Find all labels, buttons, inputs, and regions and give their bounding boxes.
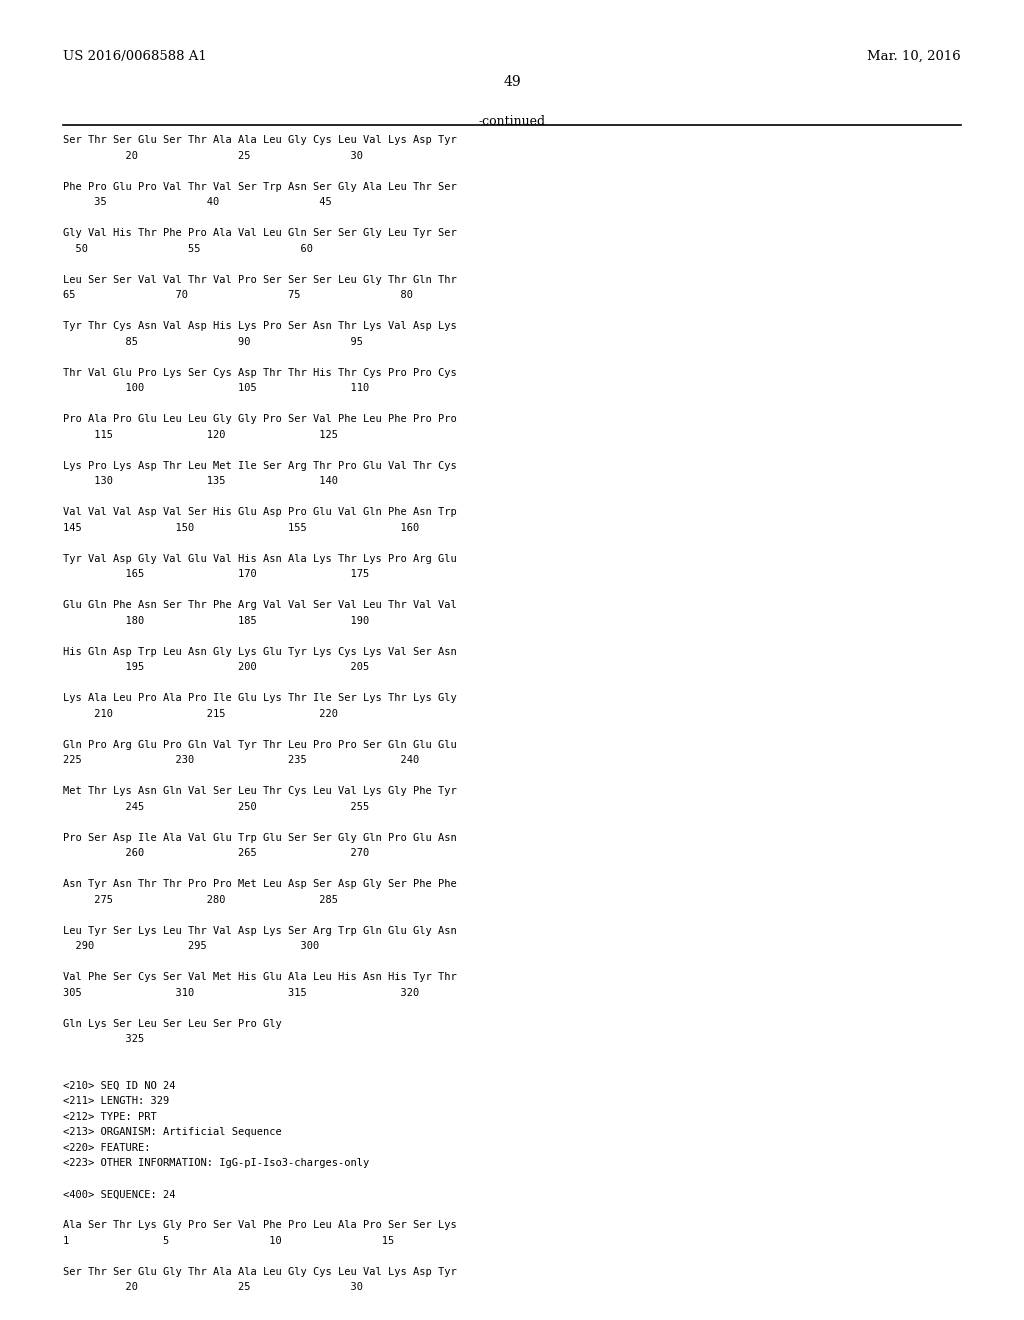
Text: -continued: -continued: [478, 115, 546, 128]
Text: Gln Pro Arg Glu Pro Gln Val Tyr Thr Leu Pro Pro Ser Gln Glu Glu: Gln Pro Arg Glu Pro Gln Val Tyr Thr Leu …: [63, 741, 458, 750]
Text: <223> OTHER INFORMATION: IgG-pI-Iso3-charges-only: <223> OTHER INFORMATION: IgG-pI-Iso3-cha…: [63, 1159, 370, 1168]
Text: 165               170               175: 165 170 175: [63, 569, 370, 579]
Text: 1               5                10                15: 1 5 10 15: [63, 1236, 394, 1246]
Text: 195               200               205: 195 200 205: [63, 663, 370, 672]
Text: Pro Ala Pro Glu Leu Leu Gly Gly Pro Ser Val Phe Leu Phe Pro Pro: Pro Ala Pro Glu Leu Leu Gly Gly Pro Ser …: [63, 414, 458, 425]
Text: Glu Gln Phe Asn Ser Thr Phe Arg Val Val Ser Val Leu Thr Val Val: Glu Gln Phe Asn Ser Thr Phe Arg Val Val …: [63, 601, 458, 610]
Text: <212> TYPE: PRT: <212> TYPE: PRT: [63, 1111, 158, 1122]
Text: 245               250               255: 245 250 255: [63, 801, 370, 812]
Text: 290               295               300: 290 295 300: [63, 941, 319, 952]
Text: 305               310               315               320: 305 310 315 320: [63, 987, 420, 998]
Text: 50                55                60: 50 55 60: [63, 244, 313, 253]
Text: 115               120               125: 115 120 125: [63, 430, 339, 440]
Text: 275               280               285: 275 280 285: [63, 895, 339, 906]
Text: Ser Thr Ser Glu Gly Thr Ala Ala Leu Gly Cys Leu Val Lys Asp Tyr: Ser Thr Ser Glu Gly Thr Ala Ala Leu Gly …: [63, 1267, 458, 1276]
Text: Leu Tyr Ser Lys Leu Thr Val Asp Lys Ser Arg Trp Gln Glu Gly Asn: Leu Tyr Ser Lys Leu Thr Val Asp Lys Ser …: [63, 925, 458, 936]
Text: 225               230               235               240: 225 230 235 240: [63, 755, 420, 766]
Text: Leu Ser Ser Val Val Thr Val Pro Ser Ser Ser Leu Gly Thr Gln Thr: Leu Ser Ser Val Val Thr Val Pro Ser Ser …: [63, 275, 458, 285]
Text: US 2016/0068588 A1: US 2016/0068588 A1: [63, 50, 207, 63]
Text: Tyr Val Asp Gly Val Glu Val His Asn Ala Lys Thr Lys Pro Arg Glu: Tyr Val Asp Gly Val Glu Val His Asn Ala …: [63, 554, 458, 564]
Text: Gln Lys Ser Leu Ser Leu Ser Pro Gly: Gln Lys Ser Leu Ser Leu Ser Pro Gly: [63, 1019, 283, 1028]
Text: Tyr Thr Cys Asn Val Asp His Lys Pro Ser Asn Thr Lys Val Asp Lys: Tyr Thr Cys Asn Val Asp His Lys Pro Ser …: [63, 321, 458, 331]
Text: 145               150               155               160: 145 150 155 160: [63, 523, 420, 533]
Text: <210> SEQ ID NO 24: <210> SEQ ID NO 24: [63, 1081, 176, 1090]
Text: 210               215               220: 210 215 220: [63, 709, 339, 719]
Text: 20                25                30: 20 25 30: [63, 150, 364, 161]
Text: Lys Pro Lys Asp Thr Leu Met Ile Ser Arg Thr Pro Glu Val Thr Cys: Lys Pro Lys Asp Thr Leu Met Ile Ser Arg …: [63, 461, 458, 471]
Text: Thr Val Glu Pro Lys Ser Cys Asp Thr Thr His Thr Cys Pro Pro Cys: Thr Val Glu Pro Lys Ser Cys Asp Thr Thr …: [63, 368, 458, 378]
Text: Ala Ser Thr Lys Gly Pro Ser Val Phe Pro Leu Ala Pro Ser Ser Lys: Ala Ser Thr Lys Gly Pro Ser Val Phe Pro …: [63, 1221, 458, 1230]
Text: Phe Pro Glu Pro Val Thr Val Ser Trp Asn Ser Gly Ala Leu Thr Ser: Phe Pro Glu Pro Val Thr Val Ser Trp Asn …: [63, 182, 458, 191]
Text: 85                90                95: 85 90 95: [63, 337, 364, 347]
Text: <211> LENGTH: 329: <211> LENGTH: 329: [63, 1097, 170, 1106]
Text: 35                40                45: 35 40 45: [63, 198, 332, 207]
Text: <213> ORGANISM: Artificial Sequence: <213> ORGANISM: Artificial Sequence: [63, 1127, 283, 1138]
Text: Met Thr Lys Asn Gln Val Ser Leu Thr Cys Leu Val Lys Gly Phe Tyr: Met Thr Lys Asn Gln Val Ser Leu Thr Cys …: [63, 787, 458, 796]
Text: 49: 49: [503, 75, 521, 90]
Text: <220> FEATURE:: <220> FEATURE:: [63, 1143, 151, 1152]
Text: 180               185               190: 180 185 190: [63, 616, 370, 626]
Text: Gly Val His Thr Phe Pro Ala Val Leu Gln Ser Ser Gly Leu Tyr Ser: Gly Val His Thr Phe Pro Ala Val Leu Gln …: [63, 228, 458, 239]
Text: His Gln Asp Trp Leu Asn Gly Lys Glu Tyr Lys Cys Lys Val Ser Asn: His Gln Asp Trp Leu Asn Gly Lys Glu Tyr …: [63, 647, 458, 657]
Text: 100               105               110: 100 105 110: [63, 383, 370, 393]
Text: Asn Tyr Asn Thr Thr Pro Pro Met Leu Asp Ser Asp Gly Ser Phe Phe: Asn Tyr Asn Thr Thr Pro Pro Met Leu Asp …: [63, 879, 458, 890]
Text: 325: 325: [63, 1035, 144, 1044]
Text: Val Val Val Asp Val Ser His Glu Asp Pro Glu Val Gln Phe Asn Trp: Val Val Val Asp Val Ser His Glu Asp Pro …: [63, 507, 458, 517]
Text: 260               265               270: 260 265 270: [63, 849, 370, 858]
Text: Lys Ala Leu Pro Ala Pro Ile Glu Lys Thr Ile Ser Lys Thr Lys Gly: Lys Ala Leu Pro Ala Pro Ile Glu Lys Thr …: [63, 693, 458, 704]
Text: Ser Thr Ser Glu Ser Thr Ala Ala Leu Gly Cys Leu Val Lys Asp Tyr: Ser Thr Ser Glu Ser Thr Ala Ala Leu Gly …: [63, 136, 458, 145]
Text: Mar. 10, 2016: Mar. 10, 2016: [866, 50, 961, 63]
Text: 130               135               140: 130 135 140: [63, 477, 339, 486]
Text: <400> SEQUENCE: 24: <400> SEQUENCE: 24: [63, 1189, 176, 1200]
Text: 65                70                75                80: 65 70 75 80: [63, 290, 414, 301]
Text: 20                25                30: 20 25 30: [63, 1283, 364, 1292]
Text: Pro Ser Asp Ile Ala Val Glu Trp Glu Ser Ser Gly Gln Pro Glu Asn: Pro Ser Asp Ile Ala Val Glu Trp Glu Ser …: [63, 833, 458, 843]
Text: Val Phe Ser Cys Ser Val Met His Glu Ala Leu His Asn His Tyr Thr: Val Phe Ser Cys Ser Val Met His Glu Ala …: [63, 973, 458, 982]
